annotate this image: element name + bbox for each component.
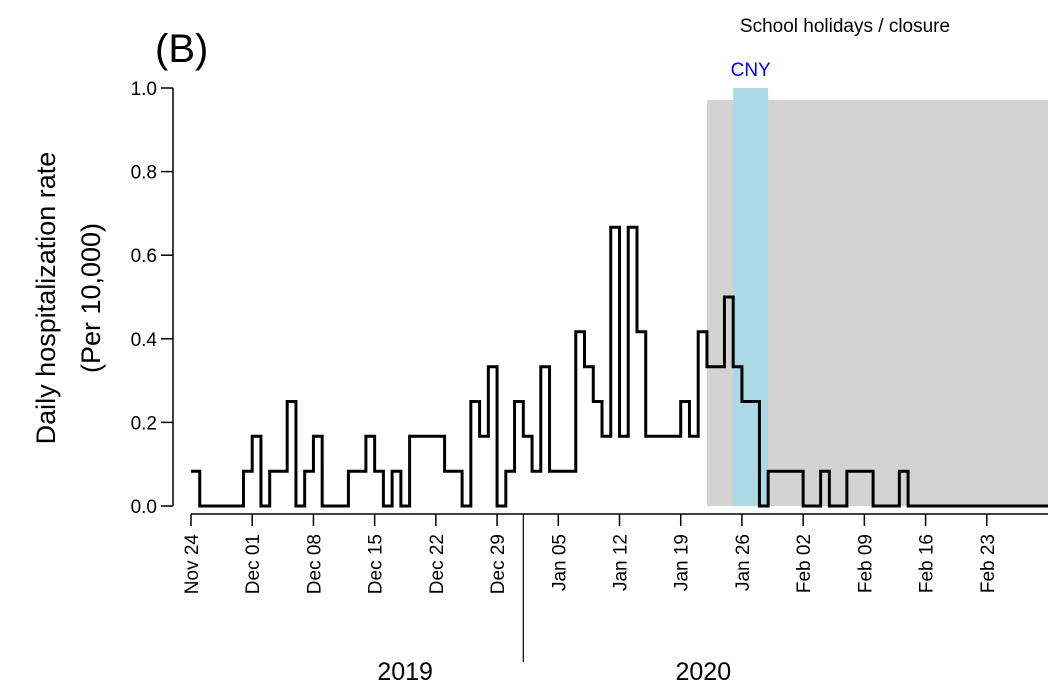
data-series [191, 225, 1048, 508]
region-labels: School holidays / closure CNY [731, 16, 950, 81]
y-tick-label-0: 0.0 [131, 497, 157, 518]
x-tick-label-11: Feb 09 [855, 534, 876, 593]
x-tick-label-5: Dec 29 [488, 534, 509, 594]
x-tick-label-4: Dec 22 [427, 534, 448, 594]
x-tick-label-13: Feb 23 [978, 534, 999, 593]
year-label-2020: 2020 [675, 658, 731, 686]
panel-label: (B) [155, 27, 208, 71]
x-tick-label-10: Feb 02 [794, 534, 815, 593]
y-axis-title-line1: Daily hospitalization rate [31, 152, 61, 445]
y-axis-subtitle: (Per 10,000) [76, 223, 106, 373]
y-tick-label-3: 0.6 [131, 246, 157, 267]
x-tick-label-0: Nov 24 [182, 534, 203, 595]
cny-band-top [733, 88, 769, 100]
x-tick-label-6: Jan 05 [549, 534, 570, 591]
year-label-2019: 2019 [377, 658, 433, 686]
y-tick-label-1: 0.2 [131, 413, 157, 434]
x-axis: Nov 24 Dec 01 Dec 08 Dec 15 Dec 22 Dec 29 Jan … [182, 513, 1048, 686]
school-holidays-label: School holidays / closure [740, 16, 950, 37]
y-axis-title-line2: (Per 10,000) [76, 223, 106, 373]
shaded-regions [706, 88, 1048, 506]
x-tick-label-1: Dec 01 [243, 534, 264, 594]
y-axis-title: Daily hospitalization rate [31, 152, 61, 445]
x-tick-label-7: Jan 12 [611, 534, 632, 591]
y-tick-label-2: 0.4 [131, 330, 158, 351]
y-tick-label-4: 0.8 [131, 163, 157, 184]
series-line-0 [191, 225, 1048, 508]
cny-label: CNY [731, 60, 771, 81]
x-tick-label-8: Jan 19 [672, 534, 693, 591]
x-tick-label-2: Dec 08 [304, 534, 325, 594]
y-tick-label-5: 1.0 [131, 79, 157, 100]
x-tick-label-12: Feb 16 [917, 534, 938, 593]
x-tick-label-3: Dec 15 [366, 534, 387, 594]
y-axis: 0.0 0.2 0.4 0.6 0.8 1.0 [131, 79, 174, 518]
shaded-region-1 [733, 100, 769, 506]
x-tick-label-9: Jan 26 [733, 534, 754, 591]
